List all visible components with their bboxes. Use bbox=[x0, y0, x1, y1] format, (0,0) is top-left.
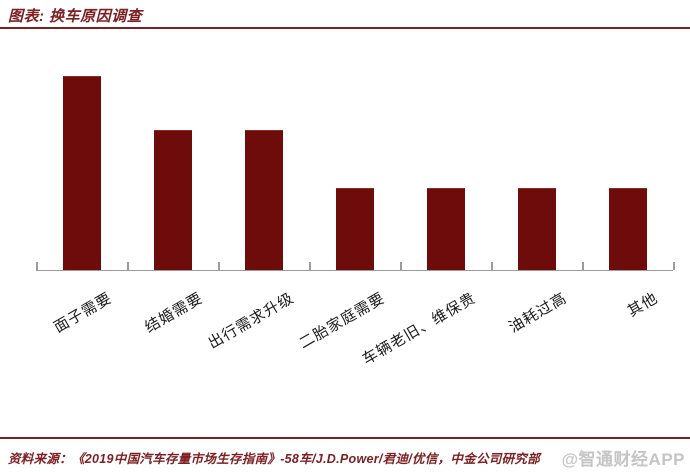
bar bbox=[517, 188, 556, 270]
x-label-cell: 其他 bbox=[582, 271, 673, 401]
watermark: @智通财经APP bbox=[561, 450, 685, 469]
x-axis-label: 面子需要 bbox=[51, 288, 116, 337]
axis-tick bbox=[673, 262, 675, 270]
axis-tick bbox=[491, 262, 493, 270]
category-cell bbox=[309, 40, 400, 270]
x-axis-line bbox=[36, 269, 673, 271]
bar bbox=[244, 130, 283, 270]
category-cell bbox=[400, 40, 491, 270]
x-label-cell: 油耗过高 bbox=[491, 271, 582, 401]
bar bbox=[153, 130, 192, 270]
bar bbox=[62, 76, 101, 270]
category-cell bbox=[582, 40, 673, 270]
title-divider-line bbox=[0, 27, 690, 29]
bar bbox=[426, 188, 465, 270]
category-cell bbox=[36, 40, 127, 270]
x-axis-labels: 面子需要 结婚需要 出行需求升级 二胎家庭需要 车辆老旧、维保贵 油耗过高 其他 bbox=[36, 271, 673, 401]
bar-chart-plot bbox=[36, 40, 675, 271]
chart-title: 图表: 换车原因调查 bbox=[8, 8, 143, 25]
axis-tick bbox=[400, 262, 402, 270]
category-cell bbox=[218, 40, 309, 270]
axis-tick bbox=[582, 262, 584, 270]
bar bbox=[335, 188, 374, 270]
category-cell bbox=[491, 40, 582, 270]
source-note: 资料来源：《2019中国汽车存量市场生存指南》-58车/J.D.Power/君迪… bbox=[8, 452, 541, 466]
axis-tick bbox=[127, 262, 129, 270]
axis-tick bbox=[309, 262, 311, 270]
x-label-cell: 面子需要 bbox=[36, 271, 127, 401]
x-axis-label: 出行需求升级 bbox=[205, 288, 298, 353]
footer-divider-line bbox=[0, 437, 690, 439]
x-axis-label: 油耗过高 bbox=[506, 288, 571, 337]
x-axis-label: 其他 bbox=[624, 288, 662, 321]
x-label-cell: 车辆老旧、维保贵 bbox=[360, 271, 491, 401]
category-cell bbox=[127, 40, 218, 270]
axis-tick bbox=[36, 262, 38, 270]
x-axis-label: 结婚需要 bbox=[142, 288, 207, 337]
axis-tick bbox=[218, 262, 220, 270]
bar-series bbox=[36, 40, 673, 270]
bar bbox=[608, 188, 647, 270]
